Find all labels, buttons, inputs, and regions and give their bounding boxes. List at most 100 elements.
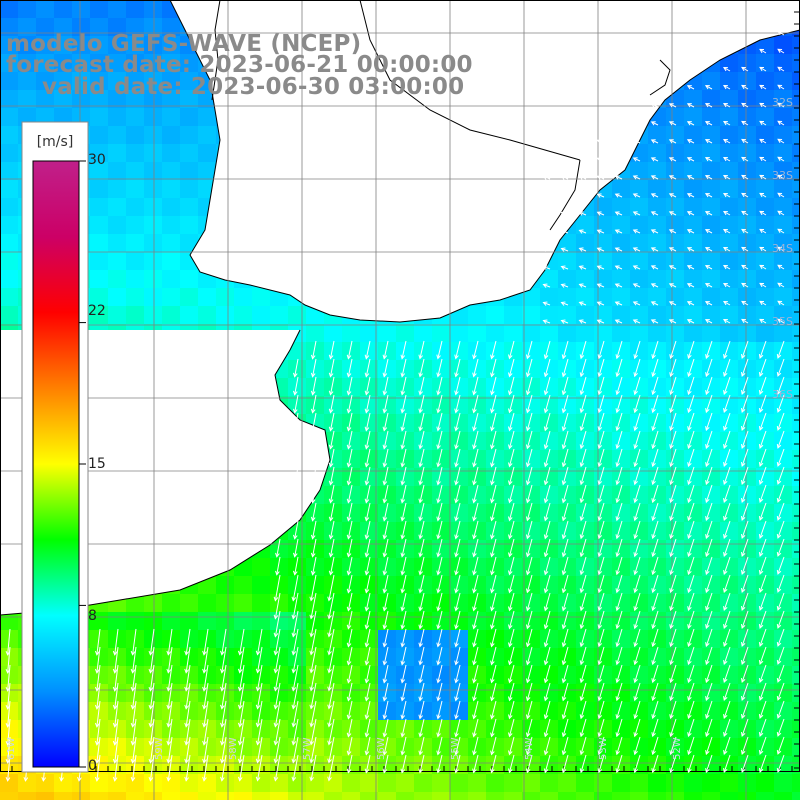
wind-arrow — [291, 574, 299, 602]
wind-arrow — [255, 700, 263, 728]
wind-arrow — [543, 682, 551, 702]
wind-arrow — [579, 520, 587, 540]
wind-arrow — [364, 682, 371, 702]
wind-arrow — [454, 682, 461, 702]
wind-arrow — [490, 466, 497, 486]
wind-arrow — [777, 66, 785, 72]
wind-arrow — [579, 610, 587, 630]
wind-arrow — [614, 139, 623, 144]
wind-arrow — [436, 502, 443, 522]
wind-arrow — [543, 628, 551, 648]
wind-arrow — [669, 664, 677, 684]
wind-arrow — [687, 610, 695, 630]
colorbar-tick-label: 0 — [88, 758, 97, 774]
wind-arrow — [740, 394, 749, 414]
wind-arrow — [614, 121, 623, 126]
wind-arrow — [454, 556, 461, 576]
wind-arrow — [454, 412, 461, 432]
wind-arrow — [776, 556, 785, 575]
wind-arrow — [328, 394, 335, 414]
wind-arrow — [723, 646, 731, 666]
wind-arrow — [436, 430, 443, 450]
wind-arrow — [723, 466, 731, 486]
wind-arrow — [578, 247, 587, 252]
wind-arrow — [705, 340, 713, 360]
wind-arrow — [722, 103, 731, 108]
wind-arrow — [543, 646, 551, 666]
wind-arrow — [578, 211, 587, 216]
wind-arrow — [777, 210, 785, 216]
wind-arrow — [633, 664, 641, 684]
wind-arrow — [758, 556, 767, 575]
wind-arrow — [507, 610, 515, 630]
wind-arrow — [704, 229, 713, 234]
wind-arrow — [454, 448, 461, 468]
wind-arrow — [542, 301, 551, 306]
wind-arrow — [740, 520, 749, 540]
wind-arrow — [507, 556, 515, 576]
wind-arrow — [382, 754, 389, 774]
wind-arrow — [166, 628, 173, 656]
wind-arrow — [632, 229, 641, 234]
wind-arrow — [346, 358, 353, 378]
wind-arrow — [454, 484, 461, 504]
wind-arrow — [561, 610, 569, 630]
wind-arrow — [507, 394, 515, 414]
wind-arrow — [705, 682, 713, 702]
wind-arrow — [561, 412, 569, 432]
wind-arrow — [686, 121, 695, 126]
wind-arrow — [776, 484, 785, 503]
wind-arrow — [364, 484, 371, 504]
wind-arrow — [740, 556, 749, 576]
wind-arrow — [597, 610, 605, 630]
wind-arrow — [615, 700, 623, 720]
wind-arrow — [777, 84, 785, 90]
wind-arrow — [507, 538, 515, 558]
wind-arrow — [490, 556, 497, 576]
wind-arrow — [687, 358, 695, 378]
wind-arrow — [346, 754, 353, 774]
wind-arrow — [759, 84, 767, 90]
wind-arrow — [722, 121, 731, 126]
wind-arrow — [454, 466, 461, 486]
wind-arrow — [650, 301, 659, 306]
wind-arrow — [454, 340, 461, 360]
wind-arrow — [777, 264, 785, 270]
wind-arrow — [740, 574, 749, 594]
wind-arrow — [723, 664, 731, 684]
wind-arrow — [758, 412, 767, 431]
wind-arrow — [94, 682, 101, 710]
wind-arrow — [507, 448, 515, 468]
wind-arrow — [740, 358, 749, 378]
wind-arrow — [346, 628, 353, 648]
wind-arrow — [507, 466, 515, 486]
wind-arrow — [364, 520, 371, 540]
wind-arrow — [309, 700, 317, 728]
colorbar-gradient — [32, 160, 80, 768]
wind-arrow — [776, 754, 785, 773]
wind-arrow — [310, 448, 317, 468]
wind-arrow — [723, 358, 731, 378]
wind-arrow — [543, 700, 551, 720]
wind-arrow — [525, 448, 533, 468]
wind-arrow — [776, 430, 785, 449]
wind-arrow — [328, 556, 335, 576]
wind-arrow — [758, 736, 767, 755]
wind-arrow — [364, 502, 371, 522]
wind-arrow — [220, 628, 227, 656]
wind-arrow — [615, 646, 623, 666]
wind-arrow — [597, 754, 605, 774]
wind-arrow — [472, 556, 479, 576]
wind-arrow — [418, 376, 425, 396]
wind-arrow — [220, 736, 227, 764]
wind-arrow — [525, 376, 533, 396]
wind-arrow — [615, 502, 623, 522]
wind-arrow — [704, 157, 713, 162]
wind-arrow — [490, 700, 497, 720]
wind-arrow — [400, 520, 407, 540]
wind-arrow — [382, 700, 389, 720]
wind-arrow — [632, 157, 641, 162]
wind-arrow — [525, 700, 533, 720]
wind-arrow — [669, 592, 677, 612]
wind-arrow — [507, 646, 515, 666]
